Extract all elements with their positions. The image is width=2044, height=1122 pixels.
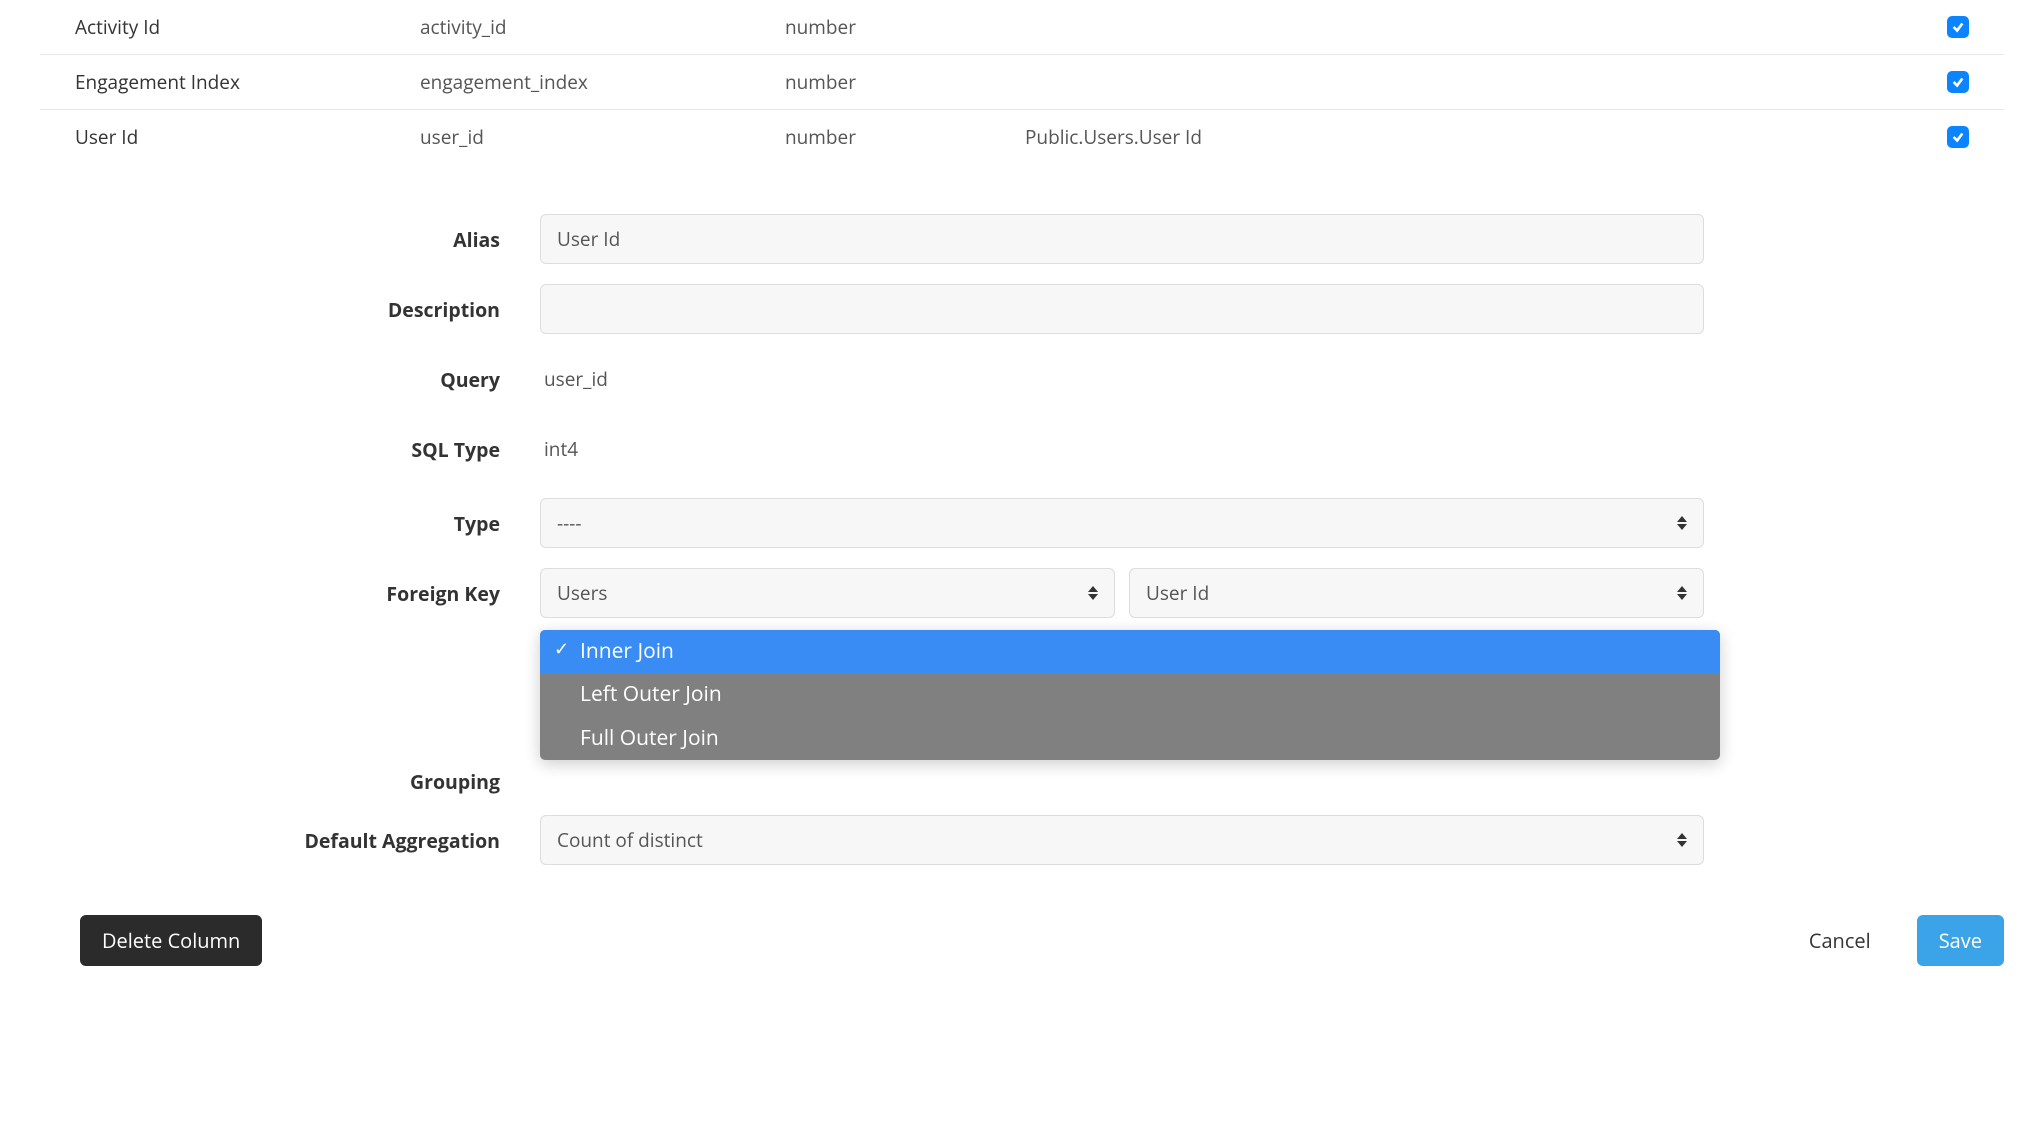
table-row[interactable]: Activity Id activity_id number xyxy=(40,0,2004,55)
dropdown-option-left-outer-join[interactable]: Left Outer Join xyxy=(540,673,1720,716)
column-display-name: Engagement Index xyxy=(75,69,420,95)
cancel-button[interactable]: Cancel xyxy=(1787,915,1893,966)
column-display-name: User Id xyxy=(75,124,420,150)
select-arrows-icon xyxy=(1677,583,1689,603)
type-select[interactable]: ---- xyxy=(540,498,1704,548)
query-label: Query xyxy=(300,366,540,393)
default-aggregation-label: Default Aggregation xyxy=(300,827,540,854)
check-icon xyxy=(1951,130,1965,144)
foreign-key-table-select[interactable]: Users xyxy=(540,568,1115,618)
visibility-checkbox[interactable] xyxy=(1947,71,1969,93)
delete-column-button[interactable]: Delete Column xyxy=(80,915,262,966)
column-display-name: Activity Id xyxy=(75,14,420,40)
dropdown-option-full-outer-join[interactable]: Full Outer Join xyxy=(540,717,1720,760)
query-value: user_id xyxy=(540,354,1704,404)
column-data-type: number xyxy=(785,69,1025,95)
default-aggregation-value: Count of distinct xyxy=(557,827,703,853)
fk-column-value: User Id xyxy=(1146,580,1209,606)
description-input[interactable] xyxy=(540,284,1704,334)
column-internal-name: activity_id xyxy=(420,14,785,40)
table-row[interactable]: User Id user_id number Public.Users.User… xyxy=(40,110,2004,164)
column-internal-name: engagement_index xyxy=(420,69,785,95)
sql-type-label: SQL Type xyxy=(300,436,540,463)
save-button[interactable]: Save xyxy=(1917,915,2004,966)
check-icon xyxy=(1951,20,1965,34)
visibility-checkbox[interactable] xyxy=(1947,126,1969,148)
grouping-label: Grouping xyxy=(300,768,540,795)
foreign-key-column-select[interactable]: User Id xyxy=(1129,568,1704,618)
join-type-dropdown: Inner Join Left Outer Join Full Outer Jo… xyxy=(540,630,1720,760)
select-arrows-icon xyxy=(1088,583,1100,603)
select-arrows-icon xyxy=(1677,513,1689,533)
fk-table-value: Users xyxy=(557,580,607,606)
column-table: Activity Id activity_id number Engagemen… xyxy=(40,0,2004,164)
sql-type-value: int4 xyxy=(540,424,1704,474)
visibility-checkbox[interactable] xyxy=(1947,16,1969,38)
table-row[interactable]: Engagement Index engagement_index number xyxy=(40,55,2004,110)
column-data-type: number xyxy=(785,14,1025,40)
foreign-key-label: Foreign Key xyxy=(300,580,540,607)
form-footer: Delete Column Cancel Save xyxy=(40,885,2004,996)
dropdown-option-inner-join[interactable]: Inner Join xyxy=(540,630,1720,673)
description-label: Description xyxy=(300,296,540,323)
column-detail-form: Alias Description Query user_id SQL Type… xyxy=(40,214,2004,865)
alias-label: Alias xyxy=(300,226,540,253)
alias-input[interactable] xyxy=(540,214,1704,264)
column-data-type: number xyxy=(785,124,1025,150)
select-arrows-icon xyxy=(1677,830,1689,850)
column-internal-name: user_id xyxy=(420,124,785,150)
type-select-value: ---- xyxy=(557,510,581,536)
column-reference: Public.Users.User Id xyxy=(1025,124,1939,150)
type-label: Type xyxy=(300,510,540,537)
check-icon xyxy=(1951,75,1965,89)
default-aggregation-select[interactable]: Count of distinct xyxy=(540,815,1704,865)
